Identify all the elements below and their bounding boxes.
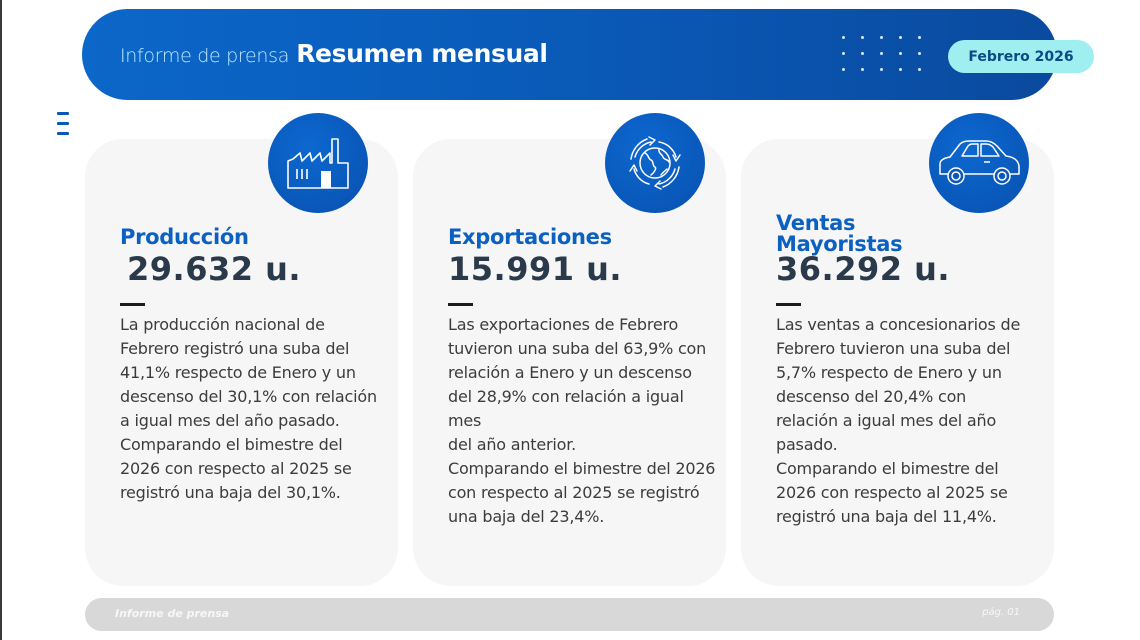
card-title: Producción: [120, 225, 249, 249]
card-produccion: Producción 29.632 u. La producción nacio…: [85, 139, 398, 586]
card-title-line1: Ventas: [776, 211, 856, 235]
footer-bar: Informe de prensa pág. 01: [85, 598, 1054, 631]
card-title: Exportaciones: [448, 225, 612, 249]
page-number: pág. 01: [982, 607, 1020, 618]
factory-icon: [268, 113, 368, 213]
menu-icon[interactable]: [57, 112, 69, 142]
divider: [120, 303, 145, 306]
card-title-line2: Mayoristas: [776, 232, 903, 256]
page-left-border: [0, 0, 2, 640]
date-badge: Febrero 2026: [948, 40, 1094, 73]
footer-label: Informe de prensa: [115, 607, 230, 620]
card-exportaciones: Exportaciones 15.991 u. Las exportacione…: [413, 139, 726, 586]
card-value: 36.292 u.: [776, 250, 951, 288]
divider: [448, 303, 473, 306]
header-title: Informe de prensa Resumen mensual: [120, 39, 548, 68]
header-subtitle: Informe de prensa: [120, 45, 290, 67]
car-icon: [929, 113, 1029, 213]
divider: [776, 303, 801, 306]
card-value: 15.991 u.: [448, 250, 623, 288]
page-title: Resumen mensual: [296, 39, 548, 68]
card-ventas-mayoristas: Ventas Mayoristas 36.292 u. Las ventas a…: [741, 139, 1054, 586]
card-title: Ventas Mayoristas: [776, 211, 903, 256]
globe-exchange-icon: [605, 113, 705, 213]
header-banner: Informe de prensa Resumen mensual: [82, 9, 1057, 100]
card-description: Las exportaciones de Febrero tuvieron un…: [448, 315, 716, 526]
card-description: La producción nacional de Febrero regist…: [120, 315, 377, 502]
dot-pattern-decoration: [842, 36, 937, 71]
card-description: Las ventas a concesionarios de Febrero t…: [776, 315, 1021, 526]
card-value: 29.632 u.: [127, 250, 302, 288]
